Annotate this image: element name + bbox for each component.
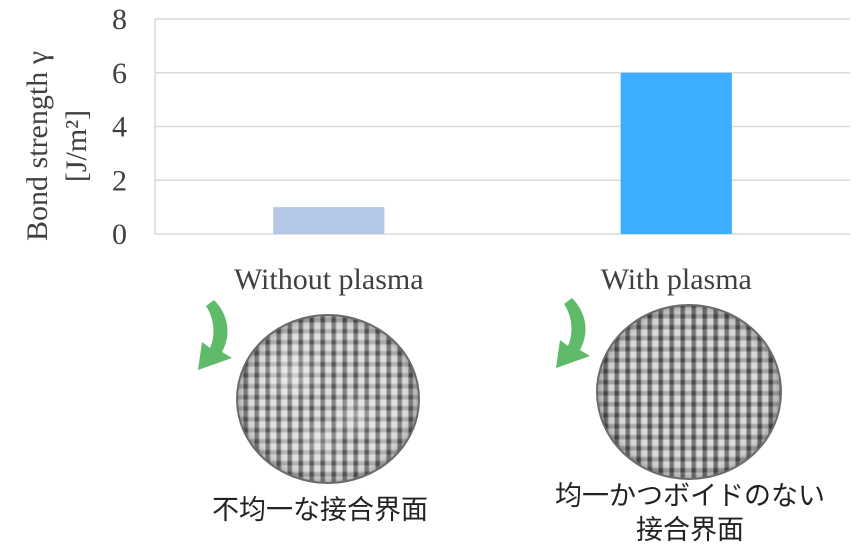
y-tick-labels: 0 2 4 6 8 (112, 3, 127, 251)
y-axis-title-line-2: [J/m²] (60, 110, 93, 182)
x-tick-label: Without plasma (234, 263, 424, 296)
bars (273, 72, 732, 234)
bar (273, 207, 385, 234)
y-axis-title: Bond strength γ [J/m²] (21, 51, 93, 241)
x-tick-label: With plasma (601, 263, 752, 296)
curved-arrow-down-icon (556, 298, 590, 368)
gridlines (154, 18, 850, 235)
y-axis-title-line-1: Bond strength γ (21, 51, 54, 241)
y-tick-label: 8 (112, 3, 127, 36)
caption-line-2: 接合界面 (636, 515, 744, 546)
wafer-without-plasma-image (236, 314, 420, 484)
caption-with-plasma: 均一かつボイドのない 接合界面 (530, 480, 850, 548)
x-tick-labels: Without plasma With plasma (234, 263, 752, 296)
caption-line: 不均一な接合界面 (212, 495, 428, 526)
y-tick-label: 2 (112, 164, 127, 197)
curved-arrow-down-icon (198, 300, 232, 370)
bar (620, 72, 732, 234)
y-tick-label: 0 (112, 218, 127, 251)
caption-line-1: 均一かつボイドのない (555, 481, 825, 512)
y-tick-label: 4 (112, 111, 127, 144)
caption-without-plasma: 不均一な接合界面 (160, 494, 480, 528)
y-tick-label: 6 (112, 57, 127, 90)
bar-chart: 0 2 4 6 8 Without plasma With plasma Bond str… (21, 3, 850, 296)
wafer-with-plasma-image (596, 304, 782, 480)
